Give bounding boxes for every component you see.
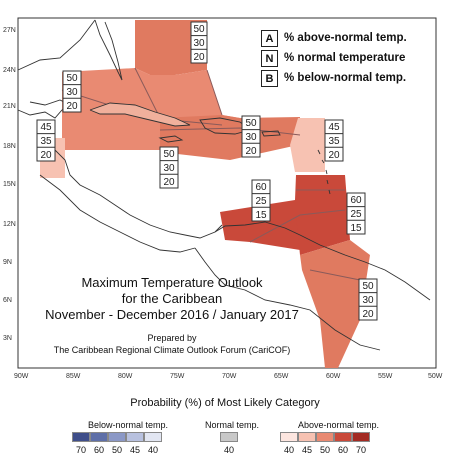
lat-label: 24N xyxy=(3,67,16,74)
lat-label: 27N xyxy=(3,27,16,34)
svg-text:50: 50 xyxy=(163,149,175,160)
legend-below-label: Below-normal temp. xyxy=(88,420,169,430)
prob-box-windward: 60 25 15 xyxy=(346,192,366,235)
legend-above-swatch xyxy=(316,432,334,442)
key-text-b: % below-normal temp. xyxy=(284,72,407,84)
key-letter-a: A xyxy=(261,30,278,47)
legend-above-label: Above-normal temp. xyxy=(298,420,380,430)
prob-box-south-caribbean: 60 25 15 xyxy=(251,179,271,222)
lon-label: 75W xyxy=(170,373,185,380)
lat-label: 21N xyxy=(3,103,16,110)
lon-label: 50W xyxy=(428,373,443,380)
svg-text:20: 20 xyxy=(163,177,175,188)
legend-above-tick: 50 xyxy=(319,445,330,455)
legend-below-tick: 45 xyxy=(129,445,140,455)
legend-title: Probability (%) of Most Likely Category xyxy=(130,397,320,409)
lat-label: 9N xyxy=(3,259,12,266)
svg-text:30: 30 xyxy=(193,38,205,49)
svg-text:25: 25 xyxy=(350,209,362,220)
legend-above-tick: 70 xyxy=(355,445,366,455)
lon-label: 55W xyxy=(378,373,393,380)
lon-label: 65W xyxy=(274,373,289,380)
lat-label: 12N xyxy=(3,221,16,228)
svg-text:15: 15 xyxy=(255,210,267,221)
svg-text:25: 25 xyxy=(255,196,267,207)
prepared-by-label: Prepared by xyxy=(147,333,197,343)
lon-label: 80W xyxy=(118,373,133,380)
legend-below-tick: 40 xyxy=(147,445,158,455)
svg-text:20: 20 xyxy=(40,150,52,161)
svg-text:20: 20 xyxy=(245,146,257,157)
caribbean-outlook-map: 27N 24N 21N 18N 15N 12N 9N 6N 3N 90W 85W… xyxy=(3,17,443,380)
region-bahamas xyxy=(135,20,207,75)
legend-above-swatch xyxy=(352,432,370,442)
svg-text:50: 50 xyxy=(66,73,78,84)
prob-box-guianas: 50 30 20 xyxy=(358,278,378,321)
svg-text:50: 50 xyxy=(245,118,257,129)
prob-box-jamaica: 50 30 20 xyxy=(159,146,179,189)
lat-label: 18N xyxy=(3,143,16,150)
svg-text:30: 30 xyxy=(362,295,374,306)
key-text-a: % above-normal temp. xyxy=(284,32,407,44)
lon-label: 60W xyxy=(326,373,341,380)
legend-above-tick: 45 xyxy=(301,445,312,455)
key-letter-n: N xyxy=(261,50,278,67)
map-title-line-2: for the Caribbean xyxy=(122,291,222,306)
legend-below-tick: 60 xyxy=(93,445,104,455)
legend-above-swatch xyxy=(280,432,298,442)
map-title-line-3: November - December 2016 / January 2017 xyxy=(45,307,299,322)
prob-box-belize: 45 35 20 xyxy=(36,119,56,162)
legend-normal-label: Normal temp. xyxy=(205,420,260,430)
svg-text:60: 60 xyxy=(255,182,267,193)
legend-above-swatch xyxy=(334,432,352,442)
lat-label: 15N xyxy=(3,181,16,188)
legend-below-swatch xyxy=(144,432,162,442)
key-text-n: % normal temperature xyxy=(284,52,406,64)
lat-label: 3N xyxy=(3,335,12,342)
svg-text:60: 60 xyxy=(350,195,362,206)
svg-text:30: 30 xyxy=(245,132,257,143)
legend-below-swatch xyxy=(72,432,90,442)
lon-label: 85W xyxy=(66,373,81,380)
legend-normal-swatch xyxy=(220,432,238,442)
prepared-by-org: The Caribbean Regional Climate Outlook F… xyxy=(54,345,291,355)
map-title-line-1: Maximum Temperature Outlook xyxy=(81,275,263,290)
svg-text:45: 45 xyxy=(40,122,52,133)
legend-above-swatch xyxy=(298,432,316,442)
lon-label: 90W xyxy=(14,373,29,380)
svg-text:35: 35 xyxy=(328,136,340,147)
legend-below-swatch xyxy=(90,432,108,442)
legend-below-swatch xyxy=(126,432,144,442)
svg-text:20: 20 xyxy=(193,52,205,63)
lon-label: 70W xyxy=(222,373,237,380)
legend-normal-tick: 40 xyxy=(223,445,234,455)
legend-above-tick: 40 xyxy=(283,445,294,455)
svg-text:45: 45 xyxy=(328,122,340,133)
svg-text:50: 50 xyxy=(193,24,205,35)
region-windward-islands xyxy=(296,175,350,255)
legend-below-tick: 70 xyxy=(75,445,86,455)
region-hispaniola-jamaica xyxy=(160,115,300,160)
legend-below-swatch xyxy=(108,432,126,442)
lat-label: 6N xyxy=(3,297,12,304)
svg-text:35: 35 xyxy=(40,136,52,147)
svg-text:15: 15 xyxy=(350,223,362,234)
prob-box-leeward: 45 35 20 xyxy=(324,119,344,162)
svg-text:20: 20 xyxy=(66,101,78,112)
prob-box-hispaniola: 50 30 20 xyxy=(241,115,261,158)
svg-text:50: 50 xyxy=(362,281,374,292)
svg-text:20: 20 xyxy=(362,309,374,320)
prob-box-cuba: 50 30 20 xyxy=(62,70,82,113)
svg-text:30: 30 xyxy=(66,87,78,98)
region-leeward-islands xyxy=(290,118,325,172)
svg-text:20: 20 xyxy=(328,150,340,161)
legend-below-tick: 50 xyxy=(111,445,122,455)
prob-box-bahamas: 50 30 20 xyxy=(190,21,208,64)
key-letter-b: B xyxy=(261,70,278,87)
svg-text:30: 30 xyxy=(163,163,175,174)
legend-above-tick: 60 xyxy=(337,445,348,455)
